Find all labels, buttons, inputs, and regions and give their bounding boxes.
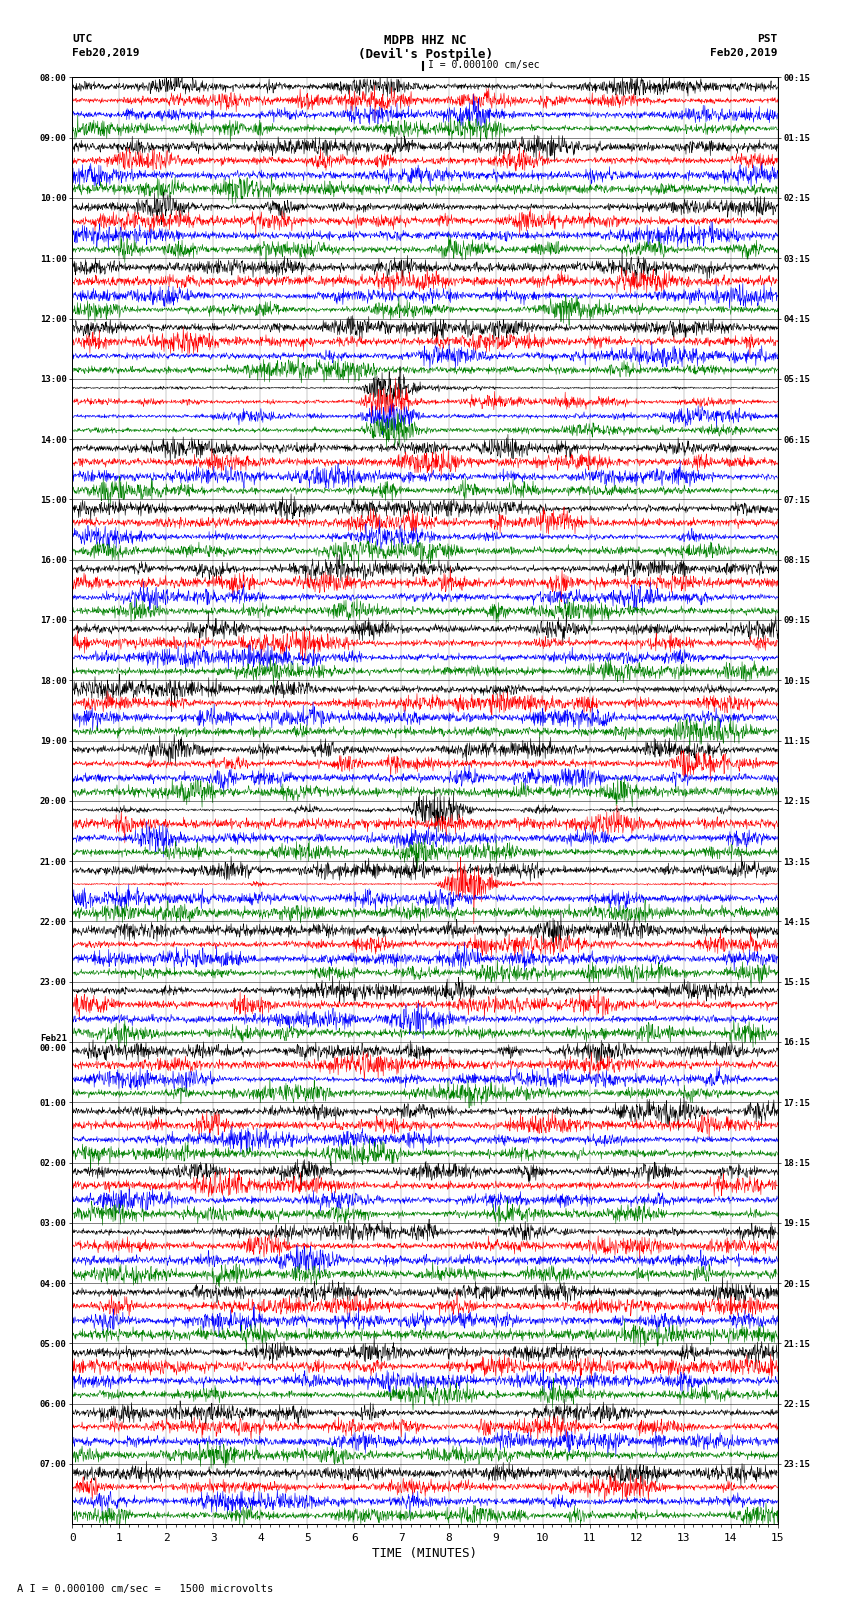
Text: MDPB HHZ NC: MDPB HHZ NC — [383, 34, 467, 47]
Text: Feb20,2019: Feb20,2019 — [711, 48, 778, 58]
Text: I = 0.000100 cm/sec: I = 0.000100 cm/sec — [428, 60, 539, 71]
Text: PST: PST — [757, 34, 778, 44]
Text: A I = 0.000100 cm/sec =   1500 microvolts: A I = 0.000100 cm/sec = 1500 microvolts — [17, 1584, 273, 1594]
Text: Feb20,2019: Feb20,2019 — [72, 48, 139, 58]
Text: (Devil's Postpile): (Devil's Postpile) — [358, 48, 492, 61]
Text: UTC: UTC — [72, 34, 93, 44]
X-axis label: TIME (MINUTES): TIME (MINUTES) — [372, 1547, 478, 1560]
